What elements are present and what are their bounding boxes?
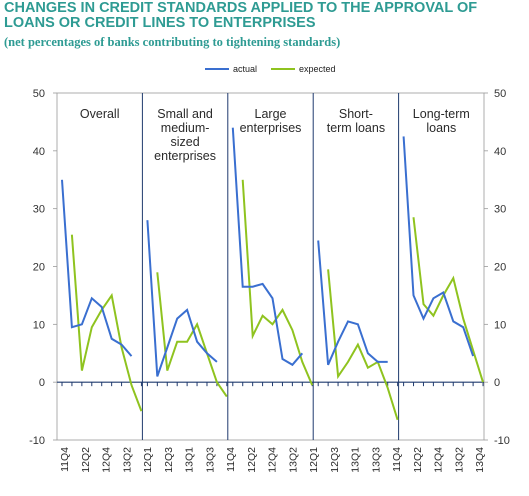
y-tick-label-right: 0 xyxy=(494,377,500,389)
legend-label-actual: actual xyxy=(233,64,257,74)
panel-labels: Overall Small andmedium-sizedenterprisesL… xyxy=(80,107,470,163)
x-tick-label: 11Q4 xyxy=(59,447,71,472)
x-tick-label: 13Q1 xyxy=(184,447,196,473)
series-line-expected xyxy=(327,269,399,421)
y-tick-label-left: 40 xyxy=(33,146,45,158)
panel-label: term loans xyxy=(327,121,385,135)
y-tick-labels: 50 50 40 40 30 30 20 20 10 10 0 0 -10 -10 xyxy=(29,88,510,447)
x-tick-label: 11Q4 xyxy=(391,447,403,472)
series-line-expected xyxy=(70,234,143,412)
x-tick-label: 13Q4 xyxy=(474,447,486,473)
x-tick-label: 13Q2 xyxy=(287,447,299,473)
y-tick-label-left: -10 xyxy=(29,435,45,447)
panel-label: Overall xyxy=(80,107,120,121)
y-tick-label-left: 20 xyxy=(33,262,45,274)
x-tick-label: 11Q4 xyxy=(225,447,237,472)
x-tick-label: 13Q2 xyxy=(121,447,133,473)
panel-label: Long-term xyxy=(413,107,470,121)
x-tick-label: 12Q2 xyxy=(80,447,92,473)
panel-label: Large xyxy=(255,107,287,121)
chart-title-line-1: CHANGES IN CREDIT STANDARDS APPLIED TO T… xyxy=(4,0,478,16)
panel-label: enterprises xyxy=(240,121,302,135)
y-tick-label-left: 50 xyxy=(33,88,45,100)
series-lines xyxy=(61,127,484,421)
y-tick-label-right: -10 xyxy=(494,435,510,447)
series-line-actual xyxy=(146,220,218,377)
y-tick-label-left: 10 xyxy=(33,319,45,331)
x-tick-label: 13Q3 xyxy=(370,447,382,473)
chart-title: CHANGES IN CREDIT STANDARDS APPLIED TO T… xyxy=(4,1,529,31)
y-tick-label-right: 30 xyxy=(494,204,506,216)
plot-frame xyxy=(53,92,488,441)
chart-legend: actual expected xyxy=(205,64,336,74)
y-tick-label-right: 20 xyxy=(494,262,506,274)
series-line-expected xyxy=(156,272,228,398)
panel-label: Short- xyxy=(339,107,373,121)
x-tick-label: 13Q2 xyxy=(453,447,465,473)
y-tick-label-right: 50 xyxy=(494,88,506,100)
series-line-actual xyxy=(61,179,133,357)
panel-label: loans xyxy=(426,121,456,135)
x-tick-label: 12Q2 xyxy=(246,447,258,473)
panel-label: sized xyxy=(171,135,200,149)
y-tick-label-left: 30 xyxy=(33,204,45,216)
x-tick-label: 12Q1 xyxy=(308,447,320,473)
series-line-expected xyxy=(412,217,484,383)
legend-label-expected: expected xyxy=(299,64,336,74)
series-line-actual xyxy=(402,136,475,357)
x-tick-label: 12Q1 xyxy=(142,447,154,473)
y-tick-label-right: 40 xyxy=(494,146,506,158)
x-tick-label: 12Q2 xyxy=(412,447,424,473)
x-tick-label: 13Q1 xyxy=(350,447,362,473)
panel-label: Small and xyxy=(157,107,213,121)
x-tick-labels: 11Q4 12Q2 12Q4 13Q2 12Q1 12Q3 13Q1 13Q3 11Q4 12Q2… xyxy=(59,447,486,473)
series-line-actual xyxy=(317,240,388,366)
series-line-actual xyxy=(231,127,304,367)
x-tick-label: 13Q3 xyxy=(204,447,216,473)
chart-title-line-2: LOANS OR CREDIT LINES TO ENTERPRISES xyxy=(4,15,316,31)
x-tick-label: 12Q4 xyxy=(433,447,445,473)
x-tick-label: 12Q3 xyxy=(329,447,341,473)
x-tick-label: 12Q4 xyxy=(101,447,113,473)
panel-label: enterprises xyxy=(154,149,216,163)
chart-subtitle: (net percentages of banks contributing t… xyxy=(4,35,341,49)
y-tick-label-right: 10 xyxy=(494,319,506,331)
x-tick-label: 12Q4 xyxy=(267,447,279,473)
y-tick-label-left: 0 xyxy=(39,377,45,389)
panel-label: medium- xyxy=(161,121,210,135)
x-tick-label: 12Q3 xyxy=(163,447,175,473)
